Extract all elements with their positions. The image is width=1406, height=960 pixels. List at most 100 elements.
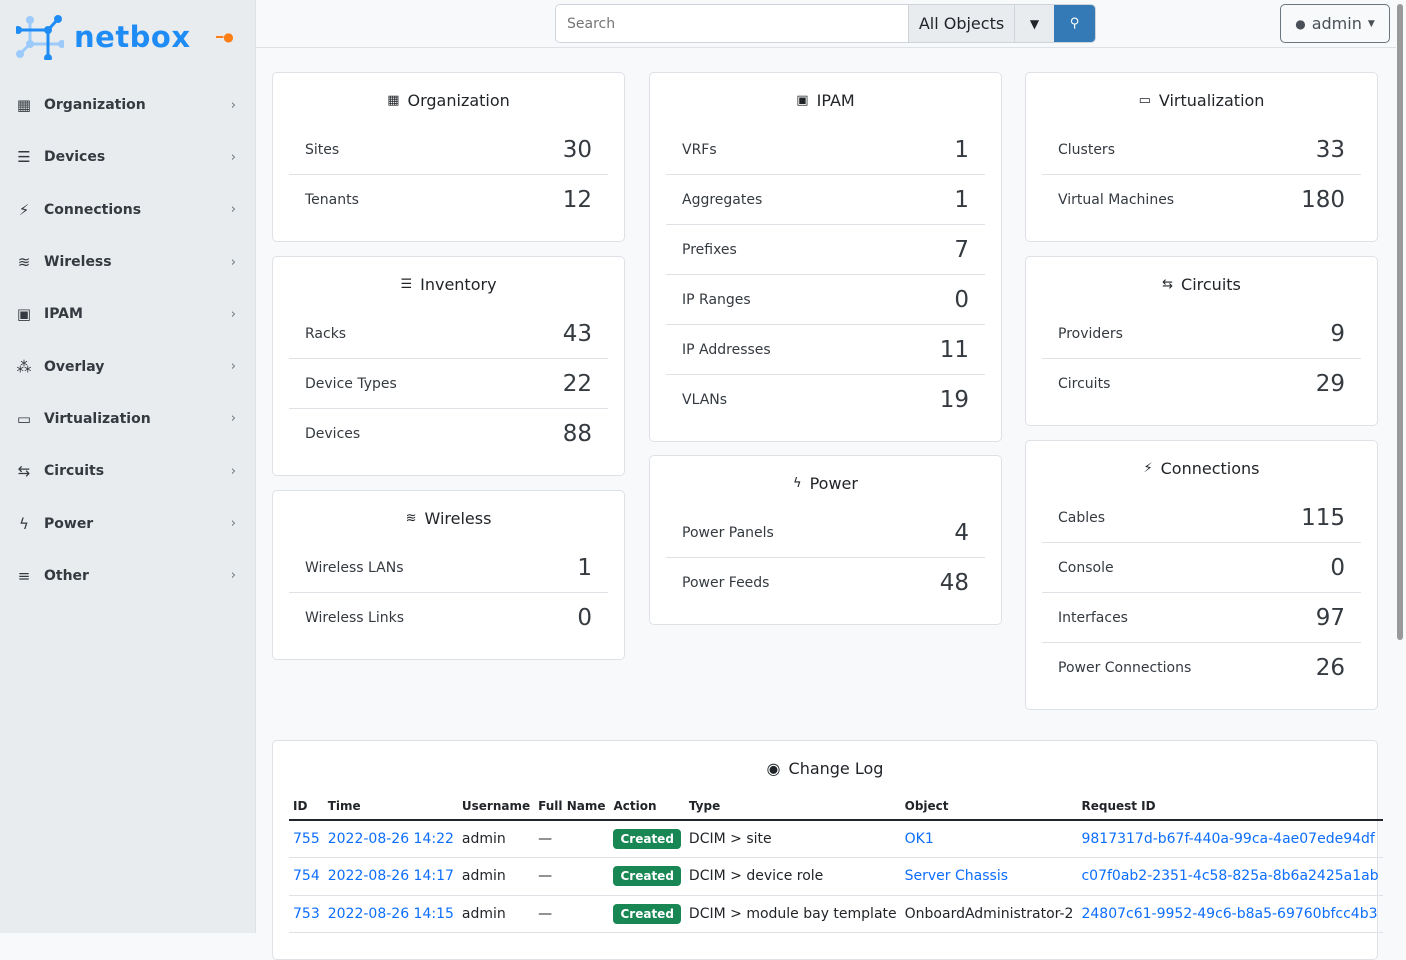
search-button[interactable]: ⚲ (1054, 5, 1095, 42)
column-header[interactable]: Object (900, 793, 1078, 821)
sidebar-item-label: Other (44, 567, 89, 584)
sidebar-item-label: IPAM (44, 306, 83, 323)
card-connections: ⚡ Connections Cables 115 Console 0 Interfaces 9… (1025, 440, 1378, 710)
object-link[interactable]: Server Chassis (904, 868, 1008, 885)
cell-username: admin (457, 857, 535, 896)
card-title-text: Organization (407, 91, 510, 110)
stat-label: Virtual Machines (1058, 192, 1175, 208)
sidebar-item-label: Devices (44, 149, 106, 166)
stat-count: 26 (1315, 655, 1345, 681)
cell-object-link: OK1 (900, 820, 1078, 858)
chevron-right-icon: › (230, 97, 236, 113)
stat-count: 29 (1315, 371, 1345, 397)
stat-row-wireless-lans[interactable]: Wireless LANs 1 (289, 543, 608, 593)
object-type-select[interactable]: All Objects (908, 5, 1014, 42)
stat-row-ip-addresses[interactable]: IP Addresses 11 (666, 325, 985, 375)
stat-count: 97 (1315, 604, 1345, 631)
request-id-link[interactable]: c07f0ab2-2351-4c58-825a-8b6a2425a1ab (1081, 868, 1379, 885)
object-type-value: All Objects (918, 14, 1005, 33)
stat-row-virtual-machines[interactable]: Virtual Machines 180 (1042, 175, 1361, 225)
time-link[interactable]: 2022-08-26 14:17 (327, 868, 454, 885)
sidebar-item-overlay[interactable]: ⁂ Overlay › (0, 340, 256, 392)
table-row: 755 2022-08-26 14:22 admin — Created DCIM > s… (289, 820, 1383, 858)
column-header[interactable]: Username (457, 793, 535, 821)
column-header[interactable]: Type (684, 793, 901, 821)
card-title-text: Inventory (420, 275, 497, 294)
stat-row-clusters[interactable]: Clusters 33 (1042, 125, 1361, 175)
stat-row-racks[interactable]: Racks 43 (289, 309, 608, 359)
column-header[interactable]: ID (289, 793, 324, 821)
column-header[interactable]: Full Name (534, 793, 610, 821)
sidebar-item-virtualization[interactable]: ▭ Virtualization › (0, 393, 256, 445)
stat-row-interfaces[interactable]: Interfaces 97 (1042, 593, 1361, 643)
sidebar-item-circuits[interactable]: ⇆ Circuits › (0, 445, 256, 497)
stat-count: 1 (954, 186, 969, 213)
cell-change-id-link: 754 (289, 857, 324, 896)
card-title-text: Connections (1160, 459, 1260, 478)
column-header[interactable]: Request ID (1077, 793, 1383, 821)
sidebar-item-organization[interactable]: ▦ Organization › (0, 79, 256, 131)
stat-count: 19 (939, 387, 969, 413)
stat-row-power-panels[interactable]: Power Panels 4 (666, 508, 985, 558)
card-title: ϟ Power (666, 456, 985, 508)
stat-row-power-connections[interactable]: Power Connections 26 (1042, 643, 1361, 693)
stat-row-wireless-links[interactable]: Wireless Links 0 (289, 593, 608, 643)
stat-row-prefixes[interactable]: Prefixes 7 (666, 225, 985, 275)
user-menu-button[interactable]: ● admin ▼ (1280, 4, 1390, 43)
stat-label: Wireless LANs (305, 559, 404, 576)
stat-row-vlans[interactable]: VLANs 19 (666, 375, 985, 425)
filter-button[interactable]: ▼ (1014, 5, 1054, 42)
change-id-link[interactable]: 753 (293, 905, 320, 922)
change-id-link[interactable]: 755 (293, 831, 320, 847)
card-power: ϟ Power Power Panels 4 Power Feeds 48 (649, 455, 1002, 625)
sidebar-item-other[interactable]: ≡ Other › (0, 550, 256, 602)
request-id-link[interactable]: 24807c61-9952-49c6-b8a5-69760bfcc4b3 (1081, 905, 1378, 922)
stat-row-providers[interactable]: Providers 9 (1042, 309, 1361, 359)
time-link[interactable]: 2022-08-26 14:22 (327, 831, 454, 847)
stat-row-tenants[interactable]: Tenants 12 (289, 175, 608, 225)
column-header[interactable]: Time (323, 793, 458, 821)
sidebar-item-power[interactable]: ϟ Power › (0, 497, 256, 549)
request-id-link[interactable]: 9817317d-b67f-440a-99ca-4ae07ede94df (1081, 831, 1375, 847)
stat-row-aggregates[interactable]: Aggregates 1 (666, 175, 985, 225)
stat-label: IP Ranges (682, 291, 751, 308)
sidebar-item-label: Power (44, 515, 94, 532)
search-input[interactable] (556, 5, 908, 42)
filter-icon: ▼ (1029, 16, 1040, 31)
transit-connection-icon: ⇆ (17, 462, 31, 481)
cell-object-type: DCIM > site (684, 820, 901, 858)
object-link[interactable]: OK1 (904, 831, 934, 847)
stat-label: Cables (1058, 509, 1106, 526)
stat-count: 9 (1330, 320, 1345, 347)
table-row: 753 2022-08-26 14:15 admin — Created DCIM > m… (289, 895, 1383, 933)
building-icon: ▦ (16, 96, 32, 115)
cell-change-id-link: 753 (289, 895, 324, 933)
netbox-logo[interactable]: netbox (16, 14, 191, 60)
stat-row-sites[interactable]: Sites 30 (289, 125, 608, 175)
username: admin (1311, 14, 1362, 33)
column-header[interactable]: Action (609, 793, 685, 821)
cell-object-type: DCIM > device role (684, 857, 901, 896)
stat-count: 115 (1301, 504, 1345, 531)
sidebar-item-devices[interactable]: ☰ Devices › (0, 131, 256, 183)
stat-row-cables[interactable]: Cables 115 (1042, 493, 1361, 543)
stat-row-power-feeds[interactable]: Power Feeds 48 (666, 558, 985, 608)
change-id-link[interactable]: 754 (293, 868, 320, 885)
stat-row-ip-ranges[interactable]: IP Ranges 0 (666, 275, 985, 325)
stat-row-console[interactable]: Console 0 (1042, 543, 1361, 593)
cell-request-id-link: 24807c61-9952-49c6-b8a5-69760bfcc4b3 (1077, 895, 1383, 933)
sidebar-item-ipam[interactable]: ▣ IPAM › (0, 288, 256, 340)
stat-label: Devices (305, 426, 361, 442)
stat-row-devices[interactable]: Devices 88 (289, 409, 608, 459)
cell-full-name: — (534, 857, 610, 896)
stat-row-circuits[interactable]: Circuits 29 (1042, 359, 1361, 409)
stat-row-vrfs[interactable]: VRFs 1 (666, 125, 985, 175)
sidebar-item-wireless[interactable]: ≋ Wireless › (0, 236, 256, 288)
connections-icon: ⚡ (1143, 461, 1153, 476)
sidebar-item-connections[interactable]: ⚡ Connections › (0, 184, 256, 236)
time-link[interactable]: 2022-08-26 14:15 (327, 905, 454, 922)
page-scrollbar[interactable] (1397, 4, 1403, 640)
stat-row-device-types[interactable]: Device Types 22 (289, 359, 608, 409)
pin-sidebar-icon[interactable]: ━● (216, 30, 234, 44)
flash-icon: ϟ (19, 514, 29, 533)
